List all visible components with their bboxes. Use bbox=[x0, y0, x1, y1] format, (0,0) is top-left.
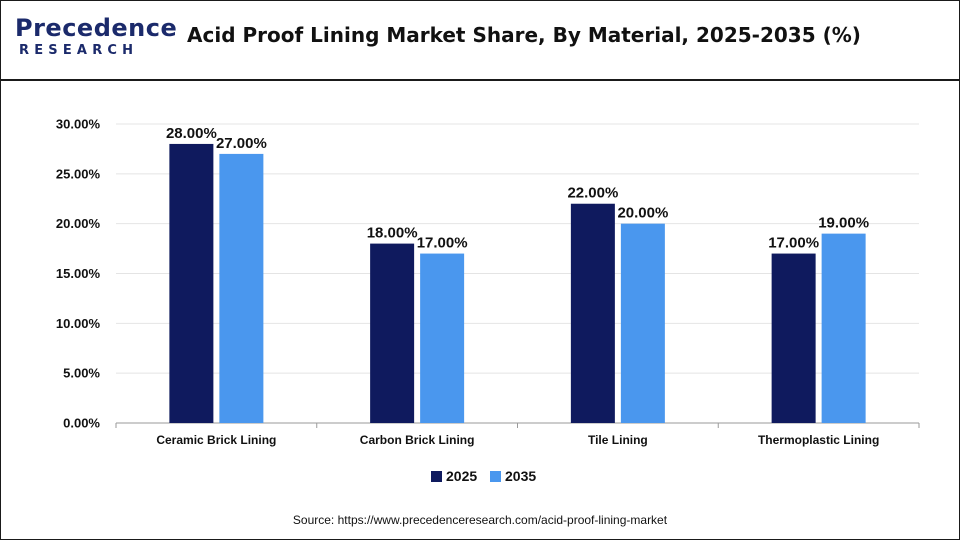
legend-label: 2035 bbox=[505, 468, 536, 484]
legend-swatch-2025 bbox=[431, 471, 442, 482]
data-label: 27.00% bbox=[216, 135, 267, 152]
data-label: 19.00% bbox=[818, 215, 869, 232]
page-title: Acid Proof Lining Market Share, By Mater… bbox=[187, 23, 861, 47]
x-category-label: Carbon Brick Lining bbox=[360, 433, 475, 447]
x-category-label: Thermoplastic Lining bbox=[758, 433, 879, 447]
bar-2025 bbox=[570, 203, 615, 423]
bar-chart: 0.00% 5.00% 10.00% 15.00% 20.00% 25.00% 30.00%… bbox=[56, 117, 920, 484]
bar-2025 bbox=[370, 243, 415, 423]
x-category-label: Ceramic Brick Lining bbox=[156, 433, 276, 447]
y-tick-label: 0.00% bbox=[63, 416, 100, 431]
bar-2025 bbox=[169, 143, 214, 423]
legend-swatch-2035 bbox=[490, 471, 501, 482]
data-label: 28.00% bbox=[166, 125, 217, 142]
data-label: 22.00% bbox=[567, 185, 618, 202]
header: Precedence RESEARCH Acid Proof Lining Ma… bbox=[1, 1, 959, 81]
bar-2025 bbox=[771, 253, 816, 423]
x-category-label: Tile Lining bbox=[588, 433, 648, 447]
y-tick-label: 25.00% bbox=[56, 166, 101, 181]
data-label: 20.00% bbox=[617, 205, 668, 222]
legend-label: 2025 bbox=[446, 468, 477, 484]
y-tick-label: 10.00% bbox=[56, 316, 101, 331]
brand-logo: Precedence RESEARCH bbox=[15, 14, 177, 62]
brand-name: Precedence bbox=[15, 14, 178, 42]
bar-2035 bbox=[620, 223, 665, 423]
data-label: 18.00% bbox=[367, 225, 418, 242]
brand-subtitle: RESEARCH bbox=[19, 43, 139, 58]
data-label: 17.00% bbox=[768, 235, 819, 252]
source-note: Source: https://www.precedenceresearch.c… bbox=[292, 513, 668, 527]
y-tick-label: 20.00% bbox=[56, 216, 101, 231]
y-tick-label: 30.00% bbox=[56, 117, 101, 132]
bar-2035 bbox=[219, 153, 264, 423]
bar-2035 bbox=[420, 253, 465, 423]
y-tick-label: 5.00% bbox=[63, 366, 100, 381]
y-tick-label: 15.00% bbox=[56, 266, 101, 281]
bar-2035 bbox=[821, 233, 866, 423]
data-label: 17.00% bbox=[417, 235, 468, 252]
